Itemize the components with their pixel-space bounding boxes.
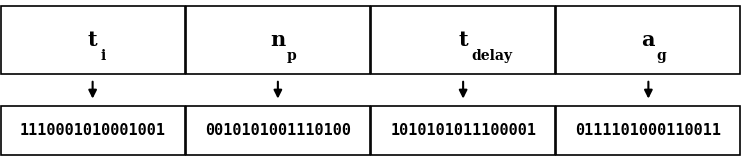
Text: a: a: [642, 30, 655, 50]
Text: g: g: [657, 49, 666, 63]
Text: i: i: [101, 49, 106, 63]
Text: t: t: [88, 30, 97, 50]
Bar: [1, 106, 185, 155]
Text: t: t: [459, 30, 468, 50]
Text: 1010101011100001: 1010101011100001: [390, 123, 536, 138]
Bar: [186, 6, 370, 74]
Text: n: n: [270, 30, 285, 50]
Text: 1110001010001001: 1110001010001001: [19, 123, 166, 138]
Bar: [1, 6, 185, 74]
Bar: [186, 106, 370, 155]
Bar: [556, 6, 740, 74]
Text: p: p: [286, 49, 296, 63]
Bar: [556, 106, 740, 155]
Text: 0111101000110011: 0111101000110011: [575, 123, 722, 138]
Bar: [371, 106, 555, 155]
Text: 0010101001110100: 0010101001110100: [205, 123, 351, 138]
Bar: [371, 6, 555, 74]
Text: delay: delay: [471, 49, 513, 63]
